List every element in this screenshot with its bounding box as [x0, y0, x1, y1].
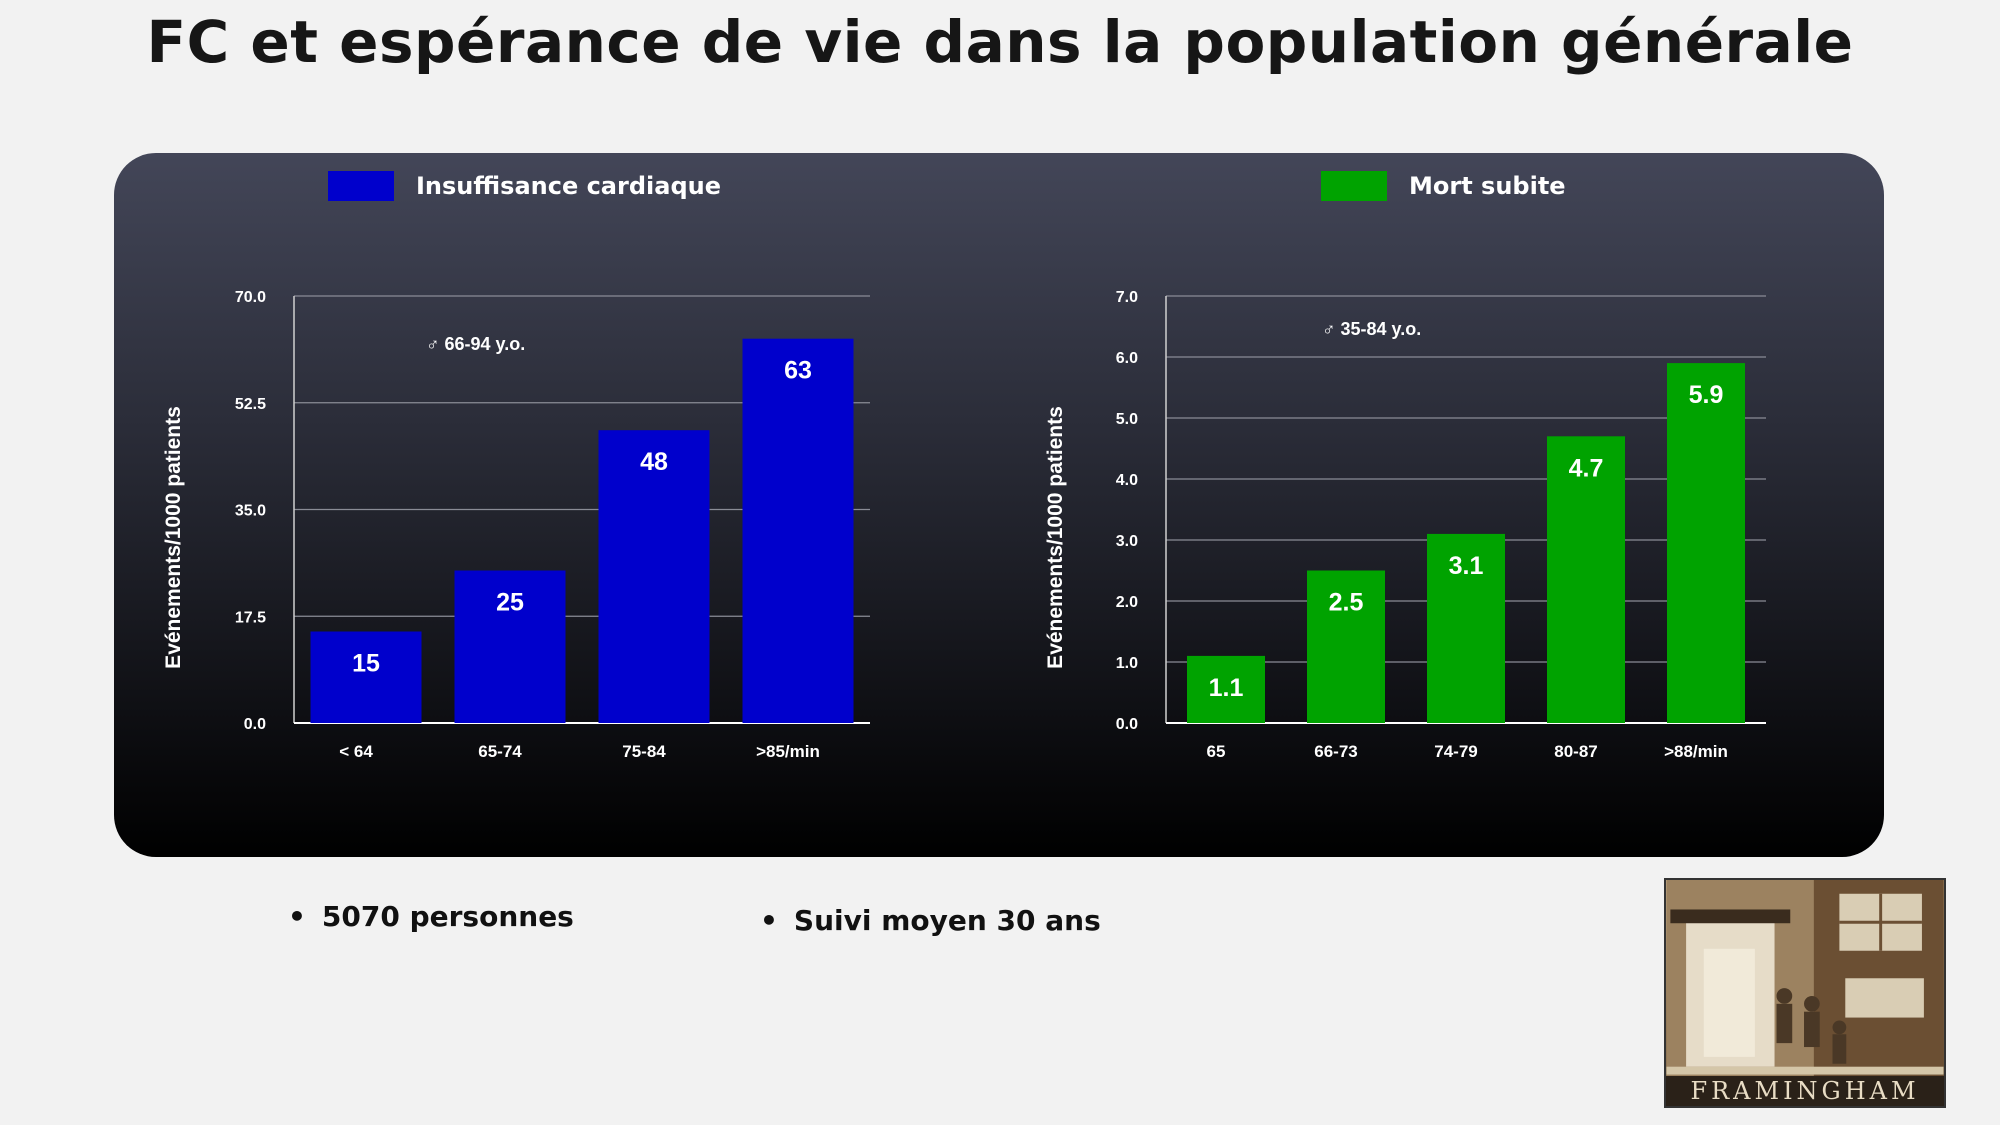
y-tick-label: 2.0 [1116, 594, 1138, 611]
bar-value-label: 15 [352, 650, 380, 678]
y-tick-label: 7.0 [1116, 289, 1138, 306]
legend-sudden-death: Mort subite [1321, 171, 1566, 201]
framingham-caption: FRAMINGHAM [1666, 1076, 1944, 1106]
y-tick-label: 70.0 [235, 289, 266, 306]
bullet-follow-up: Suivi moyen 30 ans [760, 904, 1101, 937]
legend-heart-failure: Insuffisance cardiaque [328, 171, 721, 201]
x-tick-label: 65 [1207, 742, 1226, 761]
building-illustration [1666, 880, 1944, 1106]
y-tick-label: 0.0 [1116, 716, 1138, 733]
x-tick-label: 75-84 [622, 742, 666, 761]
legend-label-sudden-death: Mort subite [1409, 172, 1566, 200]
page-title: FC et espérance de vie dans la populatio… [146, 8, 1854, 76]
bar [742, 338, 854, 723]
bullet-population: 5070 personnes [288, 900, 574, 933]
bar [1187, 655, 1265, 723]
bar-value-label: 2.5 [1329, 589, 1364, 617]
legend-swatch-green [1321, 171, 1387, 201]
bar [1667, 363, 1745, 723]
bar [1427, 533, 1505, 723]
x-tick-label: 66-73 [1314, 742, 1357, 761]
bar-value-label: 48 [640, 448, 668, 476]
y-tick-label: 0.0 [244, 716, 266, 733]
y-tick-label: 1.0 [1116, 655, 1138, 672]
x-tick-label: 65-74 [478, 742, 522, 761]
legend-swatch-blue [328, 171, 394, 201]
bar-value-label: 5.9 [1689, 381, 1724, 409]
bar [598, 430, 710, 723]
y-tick-label: 4.0 [1116, 472, 1138, 489]
y-axis-label: Evénements/1000 patients [162, 406, 185, 669]
bar-value-label: 63 [784, 357, 812, 385]
y-tick-label: 5.0 [1116, 411, 1138, 428]
y-tick-label: 35.0 [235, 503, 266, 520]
bar [1547, 436, 1625, 723]
x-tick-label: 80-87 [1554, 742, 1597, 761]
age-range-annotation: ♂ 66-94 y.o. [426, 334, 525, 354]
bar [310, 631, 422, 723]
framingham-photo: FRAMINGHAM [1664, 878, 1946, 1108]
age-range-annotation: ♂ 35-84 y.o. [1322, 319, 1421, 339]
legend-label-heart-failure: Insuffisance cardiaque [416, 172, 721, 200]
bar-value-label: 3.1 [1449, 552, 1484, 580]
y-tick-label: 3.0 [1116, 533, 1138, 550]
y-axis-label: Evénements/1000 patients [1044, 406, 1067, 669]
x-tick-label: >85/min [756, 742, 820, 761]
bar [1307, 570, 1385, 723]
y-tick-label: 17.5 [235, 609, 266, 626]
bar-value-label: 4.7 [1569, 454, 1604, 482]
bar-value-label: 25 [496, 589, 524, 617]
y-tick-label: 52.5 [235, 396, 266, 413]
x-tick-label: < 64 [339, 742, 373, 761]
x-tick-label: >88/min [1664, 742, 1728, 761]
y-tick-label: 6.0 [1116, 350, 1138, 367]
bar-value-label: 1.1 [1209, 674, 1244, 702]
bar [454, 570, 566, 723]
x-tick-label: 74-79 [1434, 742, 1477, 761]
